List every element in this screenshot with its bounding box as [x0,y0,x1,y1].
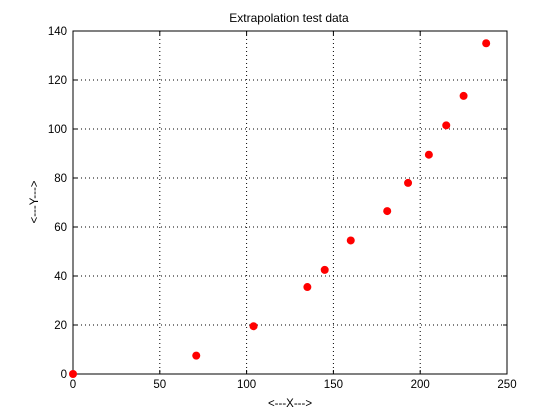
data-point [383,207,392,216]
data-point [303,283,312,292]
data-point [459,91,468,100]
y-tick-label: 140 [48,26,67,38]
y-tick-label: 60 [54,222,67,234]
x-tick-label: 0 [70,379,76,391]
x-tick-label: 250 [497,379,516,391]
grid [73,31,507,374]
data-point [69,370,77,378]
plot-area [72,30,508,375]
chart-title: Extrapolation test data [229,11,349,25]
x-tick-label: 150 [324,379,343,391]
y-tick-label: 40 [54,271,67,283]
data-point [192,351,201,360]
data-point [320,265,329,274]
x-axis-label: <---X---> [268,398,312,410]
y-tick-label: 100 [48,124,67,136]
data-point [424,150,433,159]
axis-ticks: 0 50 100 150 200 250 0 20 40 60 80 100 120 140 [48,26,517,391]
data-point [442,121,451,130]
x-tick-label: 50 [153,379,166,391]
x-tick-label: 200 [411,379,430,391]
data-point [346,236,355,245]
y-tick-label: 20 [54,320,67,332]
y-tick-label: 0 [61,369,67,381]
y-axis-label: <---Y---> [29,180,41,223]
data-point [482,39,491,48]
data-point [249,322,258,331]
data-points [69,39,491,378]
data-point [404,178,413,187]
y-tick-label: 120 [48,75,67,87]
x-tick-label: 100 [237,379,256,391]
y-tick-label: 80 [54,173,67,185]
